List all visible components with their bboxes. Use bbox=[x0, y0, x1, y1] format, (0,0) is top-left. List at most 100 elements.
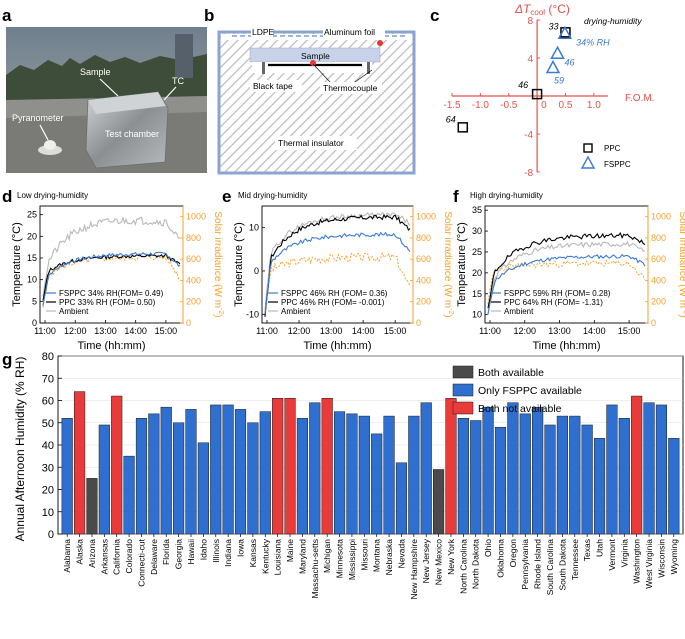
g-bar bbox=[333, 411, 346, 535]
g-bar bbox=[309, 402, 321, 535]
right-tick-label: 1000 bbox=[186, 212, 206, 222]
g-bar bbox=[272, 398, 284, 535]
right-tick-label: 600 bbox=[186, 254, 201, 264]
panel-letter-b: b bbox=[204, 6, 214, 25]
g-y-axis-label: Annual Afternoon Humidity (% RH) bbox=[13, 357, 27, 542]
right-tick-label: 0 bbox=[186, 318, 191, 328]
c-ppc-point bbox=[457, 122, 469, 133]
g-x-tick-label: Maine bbox=[285, 539, 295, 562]
g-bar bbox=[371, 433, 383, 535]
g-x-tick-label: North Dakota bbox=[471, 539, 481, 589]
g-bar bbox=[197, 442, 209, 535]
panel-letter-f: f bbox=[453, 187, 459, 206]
x-tick-label: 15:00 bbox=[155, 326, 178, 336]
x-tick-label: 12:00 bbox=[514, 326, 537, 336]
g-bar bbox=[210, 404, 222, 535]
right-tick-label: 400 bbox=[651, 275, 666, 285]
right-tick-label: 600 bbox=[651, 254, 666, 264]
arrow-tc bbox=[163, 86, 177, 101]
right-tick-label: 200 bbox=[186, 297, 201, 307]
y-tick-label: 5 bbox=[32, 296, 37, 306]
g-bar bbox=[408, 415, 420, 535]
x-tick-label: 14:00 bbox=[583, 326, 606, 336]
g-x-tick-label: Minnesota bbox=[335, 539, 345, 578]
c-legend-ppc: PPC bbox=[604, 144, 621, 153]
c-x-axis-label: F.O.M. bbox=[625, 93, 654, 104]
g-x-tick-label: New Mexico bbox=[434, 539, 444, 586]
photo-label-pyranometer: Pyranometer bbox=[12, 113, 64, 123]
y-tick-label: 0 bbox=[32, 318, 37, 328]
c-x-tick-label: -1.0 bbox=[472, 100, 490, 111]
c-title-annotation: drying-humidity bbox=[584, 16, 642, 26]
c-y-tick-label: 4 bbox=[528, 54, 534, 65]
c-legend-fsppc-marker bbox=[580, 155, 596, 169]
g-x-tick-label: Wyoming bbox=[669, 539, 679, 575]
g-x-tick-label: Utah bbox=[595, 539, 605, 557]
g-bar bbox=[346, 413, 358, 535]
right-tick-label: 400 bbox=[416, 275, 431, 285]
c-ppc-label: 46 bbox=[518, 80, 528, 90]
photo-trees bbox=[6, 54, 207, 100]
right-tick-label: 800 bbox=[651, 233, 666, 243]
ppc-curve bbox=[264, 213, 411, 317]
g-x-tick-label: South Carolina bbox=[545, 539, 555, 596]
panel-g: g 0 10 20 30 40 50 60 70 80 Annual Afternoon Humi… bbox=[2, 350, 684, 600]
x-tick-label: 11:00 bbox=[479, 326, 501, 336]
g-y-tick-label: 60 bbox=[42, 396, 54, 408]
x-tick-label: 13:00 bbox=[548, 326, 571, 336]
g-bar bbox=[160, 406, 172, 535]
legend-label: PPC 64% RH (FOM= -1.31) bbox=[504, 298, 603, 307]
y-tick-label: 10 bbox=[27, 275, 37, 285]
g-bar bbox=[507, 402, 519, 535]
x-axis-label: Time (hh:mm) bbox=[532, 340, 600, 352]
g-bar bbox=[247, 422, 259, 535]
g-bar bbox=[74, 391, 86, 535]
c-fsppc-label: 59 bbox=[554, 76, 564, 86]
g-bar bbox=[123, 455, 135, 535]
label-insulator: Thermal insulator bbox=[278, 138, 344, 148]
c-x-tick-label: 1.0 bbox=[587, 100, 601, 111]
x-tick-label: 15:00 bbox=[384, 326, 407, 336]
solar-curve bbox=[42, 253, 181, 308]
legend-label: FSPPC 46% RH (FOM= 0.36) bbox=[281, 289, 388, 298]
label-foil: Aluminum foil bbox=[324, 27, 375, 37]
g-bar bbox=[234, 409, 247, 535]
legend-label: PPC 33% RH (FOM= 0.50) bbox=[59, 298, 156, 307]
g-x-tick-label: Georgia bbox=[174, 539, 184, 570]
c-y-tick-label: 8 bbox=[528, 16, 534, 27]
g-bar bbox=[532, 406, 544, 535]
g-x-tick-label: New Hampshire bbox=[409, 539, 419, 600]
label-ldpe: LDPE bbox=[252, 27, 275, 37]
solar-curve bbox=[264, 251, 411, 314]
left-stand bbox=[262, 62, 265, 74]
g-x-tick-label: Wisconsin bbox=[656, 539, 666, 578]
g-x-tick-label: Mississippi bbox=[347, 539, 357, 580]
g-y-tick-label: 50 bbox=[42, 418, 54, 430]
x-tick-label: 14:00 bbox=[124, 326, 147, 336]
y-tick-label: 20 bbox=[27, 231, 37, 241]
label-sample: Sample bbox=[301, 51, 330, 61]
foil-label-bg bbox=[323, 26, 385, 37]
g-bar bbox=[569, 415, 581, 535]
photo-chamber-top bbox=[88, 92, 166, 114]
panel-letter-c: c bbox=[430, 6, 439, 25]
g-y-tick-label: 30 bbox=[42, 462, 54, 474]
g-bar bbox=[284, 398, 296, 535]
x-tick-label: 12:00 bbox=[288, 326, 311, 336]
g-x-tick-label: New Jersey bbox=[421, 538, 431, 583]
g-bar bbox=[86, 478, 98, 535]
e-title: Mid drying-humidity bbox=[238, 191, 307, 200]
g-y-tick-label: 0 bbox=[48, 529, 54, 541]
right-tick-label: 600 bbox=[416, 254, 431, 264]
g-bar bbox=[296, 418, 308, 535]
g-legend-swatch bbox=[452, 365, 474, 379]
g-x-tick-label: Delaware bbox=[149, 539, 159, 575]
g-x-tick-label: Tennessee bbox=[570, 539, 580, 580]
sample-air bbox=[252, 62, 372, 73]
y-tick-label: 15 bbox=[472, 289, 482, 299]
y-tick-label: -10 bbox=[246, 309, 259, 319]
arrow-sample bbox=[99, 78, 119, 97]
g-x-tick-label: Texas bbox=[582, 539, 592, 561]
ppc-curve bbox=[487, 231, 646, 309]
